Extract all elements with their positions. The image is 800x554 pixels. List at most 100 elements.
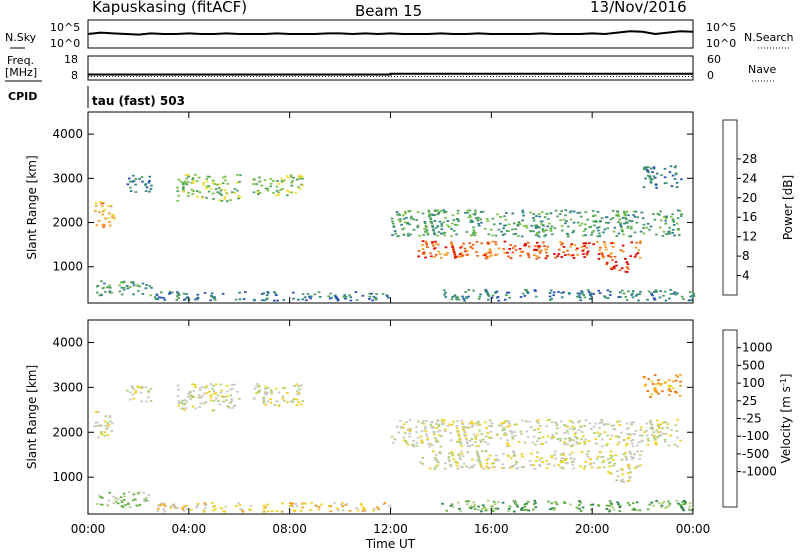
velocity-cell	[298, 388, 301, 391]
power-cell	[615, 235, 619, 237]
power-cell	[283, 179, 286, 182]
velocity-cell	[652, 431, 655, 434]
power-cell	[391, 234, 394, 236]
power-cell	[444, 211, 448, 213]
power-cell	[108, 291, 112, 294]
power-cell	[630, 241, 634, 244]
power-cell	[471, 220, 474, 223]
velocity-cell	[620, 431, 623, 434]
velocity-cell	[513, 499, 516, 502]
velocity-cell	[212, 509, 215, 512]
power-cell	[301, 293, 305, 295]
power-cell	[134, 183, 137, 186]
power-cell	[532, 213, 535, 215]
velocity-cell	[108, 415, 112, 417]
velocity-cell	[222, 400, 225, 403]
power-cell	[629, 235, 633, 238]
velocity-cell	[211, 502, 214, 504]
velocity-cell	[562, 461, 565, 464]
power-cell	[186, 296, 189, 298]
velocity-cell	[494, 459, 497, 462]
velocity-cell	[494, 508, 498, 511]
power-cell	[258, 180, 262, 183]
velocity-cell	[266, 503, 269, 506]
velocity-cell	[262, 507, 266, 510]
power-cell	[410, 215, 413, 218]
power-cell	[205, 185, 209, 188]
power-cell	[482, 254, 485, 257]
velocity-cell	[596, 455, 600, 458]
power-cell	[126, 183, 130, 186]
velocity-colorbar-title: Velocity [m s-1]	[779, 374, 793, 464]
power-cell	[426, 246, 429, 248]
velocity-cell	[582, 467, 586, 470]
velocity-cell	[555, 503, 559, 506]
power-cell	[273, 299, 276, 302]
power-cell	[514, 228, 517, 230]
power-cell	[676, 222, 679, 225]
velocity-cell	[627, 479, 631, 482]
velocity-cell	[97, 411, 100, 413]
power-cell	[261, 299, 264, 302]
velocity-cell	[646, 434, 649, 437]
velocity-cell	[145, 400, 148, 403]
velocity-cell	[262, 396, 265, 399]
velocity-cell	[520, 509, 523, 511]
velocity-cell	[513, 510, 516, 513]
velocity-cell	[478, 423, 482, 426]
power-cell	[674, 172, 678, 175]
power-cell	[534, 245, 537, 248]
velocity-cell	[629, 471, 632, 473]
velocity-cell	[177, 402, 181, 404]
velocity-cell	[104, 415, 108, 418]
velocity-cell	[534, 501, 537, 504]
velocity-cell	[329, 505, 333, 507]
velocity-cell	[631, 508, 635, 511]
velocity-cell	[106, 421, 109, 424]
velocity-cell	[512, 450, 515, 453]
power-cell	[437, 231, 441, 233]
velocity-cell	[579, 425, 583, 428]
power-cell	[654, 183, 658, 186]
power-cell	[397, 218, 401, 221]
velocity-cell	[526, 436, 530, 439]
power-cell	[503, 298, 507, 301]
power-cell	[330, 296, 333, 299]
velocity-cell	[286, 392, 289, 394]
power-cell	[605, 216, 608, 219]
velocity-cell	[192, 396, 196, 398]
velocity-cell	[506, 442, 509, 445]
power-cell	[252, 191, 256, 194]
power-cell	[109, 286, 112, 289]
power-cell	[669, 165, 673, 168]
power-cell	[162, 297, 165, 299]
power-cell	[218, 192, 221, 195]
velocity-cell	[573, 427, 576, 430]
power-cell	[475, 251, 478, 253]
velocity-cell	[618, 420, 621, 423]
velocity-cell	[292, 398, 295, 401]
velocity-cell	[569, 437, 572, 440]
velocity-cell	[681, 507, 685, 510]
velocity-cell	[572, 428, 575, 431]
power-cell	[442, 211, 446, 214]
power-cell	[125, 285, 129, 287]
power-cell	[416, 226, 419, 229]
power-cell	[132, 293, 135, 296]
velocity-cell	[628, 504, 631, 507]
power-cell	[415, 219, 418, 221]
power-cell	[598, 226, 601, 228]
power-cell	[689, 291, 692, 293]
power-ytick-label: 4000	[52, 127, 83, 141]
velocity-cell	[636, 444, 639, 447]
power-cell	[298, 174, 302, 177]
power-cell	[601, 253, 604, 256]
velocity-cell	[608, 510, 611, 513]
velocity-cell	[639, 454, 642, 457]
velocity-cell	[235, 505, 238, 507]
velocity-cell	[185, 508, 189, 511]
velocity-cell	[415, 441, 419, 444]
power-cell	[132, 180, 136, 182]
freq-label-2: [MHz]	[5, 66, 38, 79]
velocity-cell	[187, 392, 190, 395]
